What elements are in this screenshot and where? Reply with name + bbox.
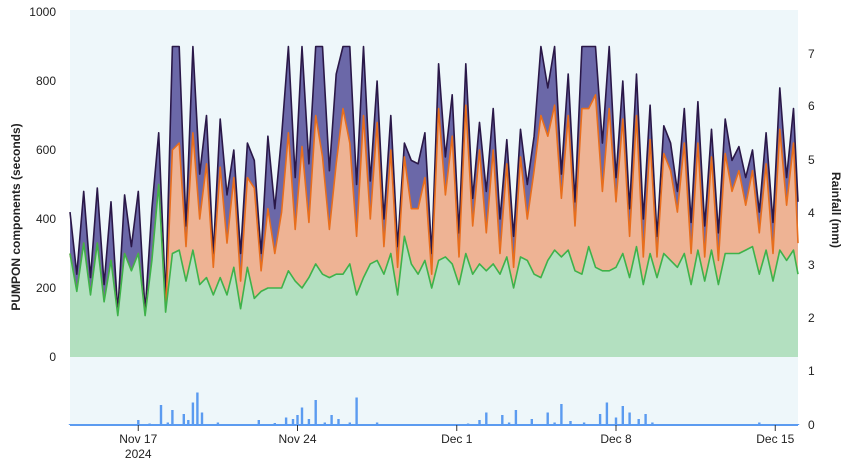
rainfall-bar	[530, 419, 533, 425]
y-tick-label: 1000	[29, 5, 56, 19]
series-0-line	[69, 45, 799, 313]
rainfall-bar	[300, 407, 304, 425]
rainfall-bar	[651, 422, 654, 425]
rainfall-bar	[375, 422, 379, 425]
x-tick-sublabel: 2024	[125, 447, 152, 461]
x-tick-label: Dec 1	[441, 432, 473, 446]
y2-axis-ticks: 7 6 5 4 3 2 1 0	[808, 47, 815, 432]
rainfall-bar	[514, 410, 518, 425]
rainfall-bar	[355, 397, 358, 425]
rainfall-bar	[605, 402, 609, 425]
rainfall-bar	[501, 415, 504, 425]
rainfall-bar	[644, 414, 647, 425]
series-2-area	[70, 184, 798, 357]
y-tick-label: 200	[36, 281, 56, 295]
series-2-line	[69, 183, 799, 317]
rainfall-bar	[200, 412, 204, 425]
rainfall-bar	[166, 422, 169, 425]
rainfall-bar	[546, 412, 549, 425]
rainfall-bar	[159, 405, 163, 425]
y2-tick-label: 1	[808, 364, 815, 378]
y2-tick-label: 3	[808, 258, 815, 272]
rainfall-bar	[196, 392, 199, 425]
rainfall-bar	[614, 417, 618, 425]
rainfall-bar	[307, 419, 311, 425]
rainfall-bar	[323, 422, 326, 425]
y2-tick-label: 2	[808, 311, 815, 325]
rainfall-bar	[628, 412, 631, 425]
rainfall-bar	[291, 419, 295, 425]
y2-tick-label: 7	[808, 47, 815, 61]
y2-tick-label: 5	[808, 153, 815, 167]
series-1-line	[69, 94, 799, 317]
rainfall-bar	[187, 420, 190, 425]
rainfall-bar	[191, 402, 195, 425]
y-tick-label: 800	[36, 74, 56, 88]
y-axis-ticks: 1000 800 600 400 200 0	[29, 5, 56, 364]
y-tick-label: 400	[36, 212, 56, 226]
rainfall-bar	[758, 422, 761, 425]
rainfall-bar	[485, 412, 488, 425]
stacked-areas	[69, 45, 799, 358]
y2-axis-title: Rainfall (mm)	[829, 172, 843, 248]
rainfall-bar	[553, 422, 556, 425]
rainfall-bar	[330, 415, 333, 425]
rainfall-bar	[637, 419, 640, 425]
rainfall-bar	[314, 400, 317, 425]
rainfall-bar	[182, 414, 185, 425]
rainfall-bar	[507, 422, 511, 425]
y-tick-label: 600	[36, 143, 56, 157]
rainfall-bar	[598, 414, 602, 425]
rainfall-bar	[337, 419, 340, 425]
rainfall-bar	[348, 422, 351, 425]
x-tick-label: Nov 24	[278, 432, 316, 446]
y2-tick-label: 4	[808, 206, 815, 220]
y2-tick-label: 0	[808, 418, 815, 432]
x-tick-label: Dec 15	[756, 432, 794, 446]
rainfall-bar	[257, 420, 260, 425]
y-tick-label: 0	[49, 350, 56, 364]
rainfall-bar	[478, 420, 481, 425]
x-tick-label: Nov 17	[119, 432, 157, 446]
rainfall-bar	[560, 404, 563, 425]
rainfall-bar	[171, 410, 174, 425]
rainfall-bar	[137, 420, 140, 425]
y2-tick-label: 6	[808, 99, 815, 113]
rainfall-bar	[296, 415, 299, 425]
rainfall-bar	[621, 406, 624, 425]
rainfall-bar	[569, 421, 572, 425]
y-axis-title: PUMPON components (seconds)	[9, 123, 23, 310]
x-tick-label: Dec 8	[600, 432, 632, 446]
rainfall-bar	[216, 422, 220, 425]
rainfall-bar	[582, 422, 586, 425]
rainfall-bar	[284, 417, 288, 425]
